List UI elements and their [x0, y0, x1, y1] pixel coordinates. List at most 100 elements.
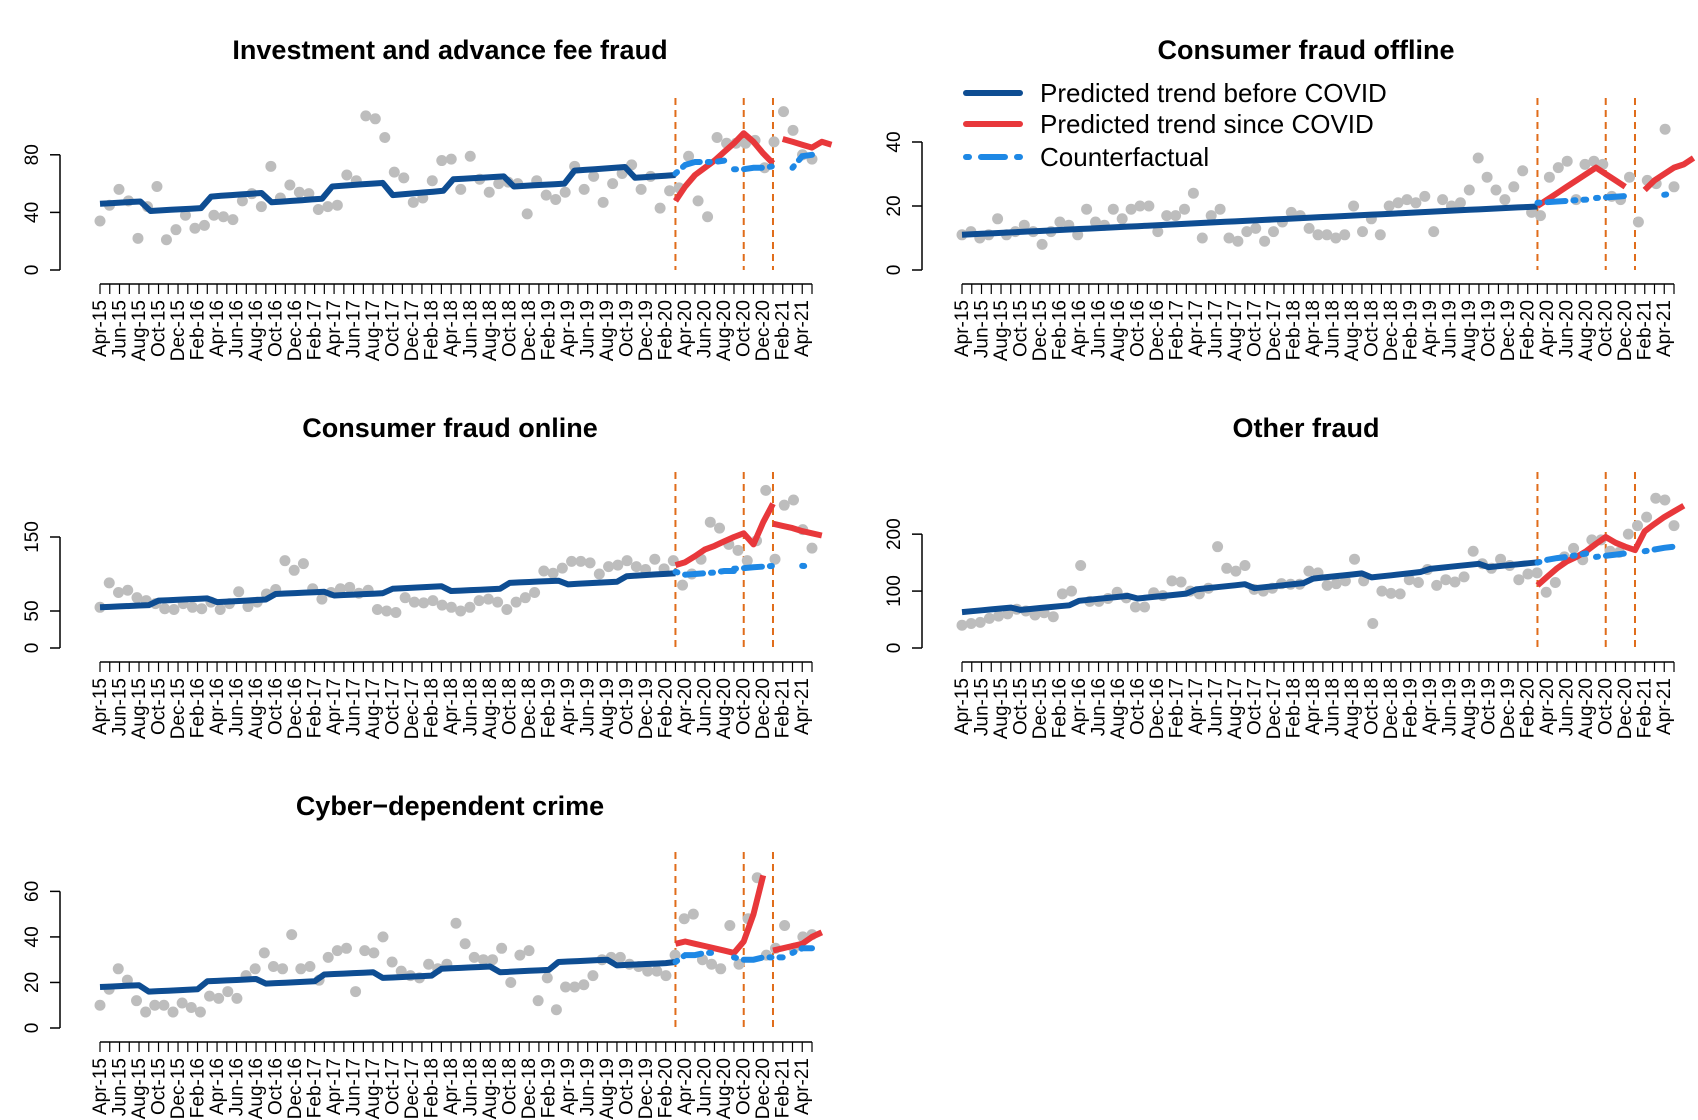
observed-point — [304, 961, 316, 973]
since-covid-trend-line — [673, 130, 776, 203]
observed-point — [436, 599, 448, 611]
x-tick-label: Feb-18 — [422, 1058, 443, 1118]
x-tick-label: Dec-15 — [168, 1058, 189, 1119]
panel-title: Cyber−dependent crime — [296, 791, 604, 821]
observed-point — [1531, 567, 1543, 579]
observed-point — [1659, 123, 1671, 135]
observed-point — [692, 195, 704, 207]
observed-point — [1056, 588, 1068, 600]
x-tick-label: Jun-16 — [227, 678, 248, 736]
since-covid-trend-line — [1535, 503, 1686, 588]
observed-point — [559, 186, 571, 198]
x-tick-label: Feb-18 — [1284, 300, 1305, 360]
x-tick-label: Feb-21 — [773, 678, 794, 738]
observed-point — [519, 592, 531, 604]
observed-point — [198, 219, 210, 231]
observed-point — [541, 972, 553, 984]
observed-point — [377, 931, 389, 943]
x-tick-label: Aug-19 — [597, 1058, 618, 1119]
observed-point — [621, 555, 633, 567]
observed-point — [560, 981, 572, 993]
observed-point — [1054, 216, 1066, 228]
counterfactual-line — [789, 945, 815, 956]
observed-point — [186, 601, 198, 613]
observed-point — [122, 584, 134, 596]
observed-point — [473, 595, 485, 607]
observed-point — [607, 178, 619, 190]
observed-point — [1440, 574, 1452, 586]
counterfactual-line — [672, 949, 718, 965]
counterfactual-line — [1661, 190, 1677, 198]
observed-point — [1047, 611, 1059, 623]
observed-point — [1668, 181, 1680, 193]
observed-point — [236, 195, 248, 207]
observed-point — [1522, 568, 1534, 580]
x-tick-label: Dec-18 — [519, 300, 540, 361]
x-tick-label: Aug-16 — [246, 300, 267, 361]
y-tick-label: 100 — [884, 575, 905, 607]
observed-point — [131, 995, 143, 1007]
x-tick-label: Apr-16 — [207, 300, 228, 357]
x-tick-label: Aug-20 — [1576, 300, 1597, 361]
y-tick-label: 20 — [884, 195, 905, 216]
observed-point — [159, 603, 171, 615]
x-tick-label: Feb-16 — [188, 300, 209, 360]
x-tick-label: Dec-20 — [753, 678, 774, 739]
observed-point — [1631, 520, 1643, 532]
counterfactual-line — [672, 157, 728, 177]
observed-point — [1175, 576, 1187, 588]
counterfactual-line — [1641, 543, 1677, 555]
x-tick-label: Apr-15 — [952, 678, 973, 735]
x-tick-label: Dec-17 — [402, 678, 423, 739]
x-tick-label: Apr-18 — [441, 678, 462, 735]
observed-point — [1540, 586, 1552, 598]
observed-point — [185, 1002, 197, 1014]
x-tick-label: Apr-21 — [1654, 678, 1675, 735]
x-tick-label: Oct-17 — [383, 300, 404, 357]
x-tick-label: Apr-18 — [441, 300, 462, 357]
y-tick-label: 60 — [22, 881, 43, 902]
observed-point — [1568, 542, 1580, 554]
x-tick-label: Oct-20 — [1596, 300, 1617, 357]
observed-point — [112, 587, 124, 598]
observed-point — [683, 150, 695, 162]
observed-point — [1349, 553, 1361, 565]
x-tick-label: Feb-18 — [422, 678, 443, 738]
x-tick-label: Feb-19 — [539, 678, 560, 738]
observed-point — [379, 132, 391, 144]
observed-point — [1543, 171, 1555, 183]
observed-point — [312, 204, 324, 216]
x-tick-label: Oct-18 — [500, 300, 521, 357]
observed-point — [493, 178, 505, 190]
x-tick-label: Aug-18 — [1342, 678, 1363, 739]
observed-point — [1116, 213, 1128, 225]
observed-point — [1437, 194, 1449, 206]
observed-point — [255, 201, 267, 213]
observed-point — [1454, 197, 1466, 209]
observed-point — [1650, 492, 1662, 504]
x-tick-label: Oct-17 — [383, 1058, 404, 1115]
observed-point — [1179, 203, 1190, 215]
x-tick-label: Aug-16 — [1108, 678, 1129, 739]
x-tick-label: Dec-17 — [1264, 300, 1285, 361]
observed-point — [635, 183, 647, 195]
x-tick-label: Oct-16 — [266, 678, 287, 735]
x-tick-label: Jun-19 — [1440, 300, 1461, 358]
x-tick-label: Dec-15 — [168, 678, 189, 739]
x-tick-label: Feb-19 — [539, 1058, 560, 1118]
observed-point — [131, 592, 143, 604]
x-tick-label: Feb-21 — [773, 300, 794, 360]
x-tick-label: Apr-16 — [1069, 300, 1090, 357]
x-tick-label: Apr-15 — [90, 300, 111, 357]
observed-point — [768, 136, 780, 148]
observed-point — [189, 222, 201, 234]
x-tick-label: Dec-16 — [285, 678, 306, 739]
observed-point — [1018, 219, 1030, 231]
observed-point — [1458, 571, 1470, 583]
observed-point — [1668, 520, 1680, 532]
observed-point — [1075, 559, 1087, 571]
observed-point — [208, 209, 220, 221]
observed-point — [1463, 184, 1475, 196]
x-tick-label: Aug-15 — [129, 678, 150, 739]
x-tick-label: Aug-18 — [480, 300, 501, 361]
